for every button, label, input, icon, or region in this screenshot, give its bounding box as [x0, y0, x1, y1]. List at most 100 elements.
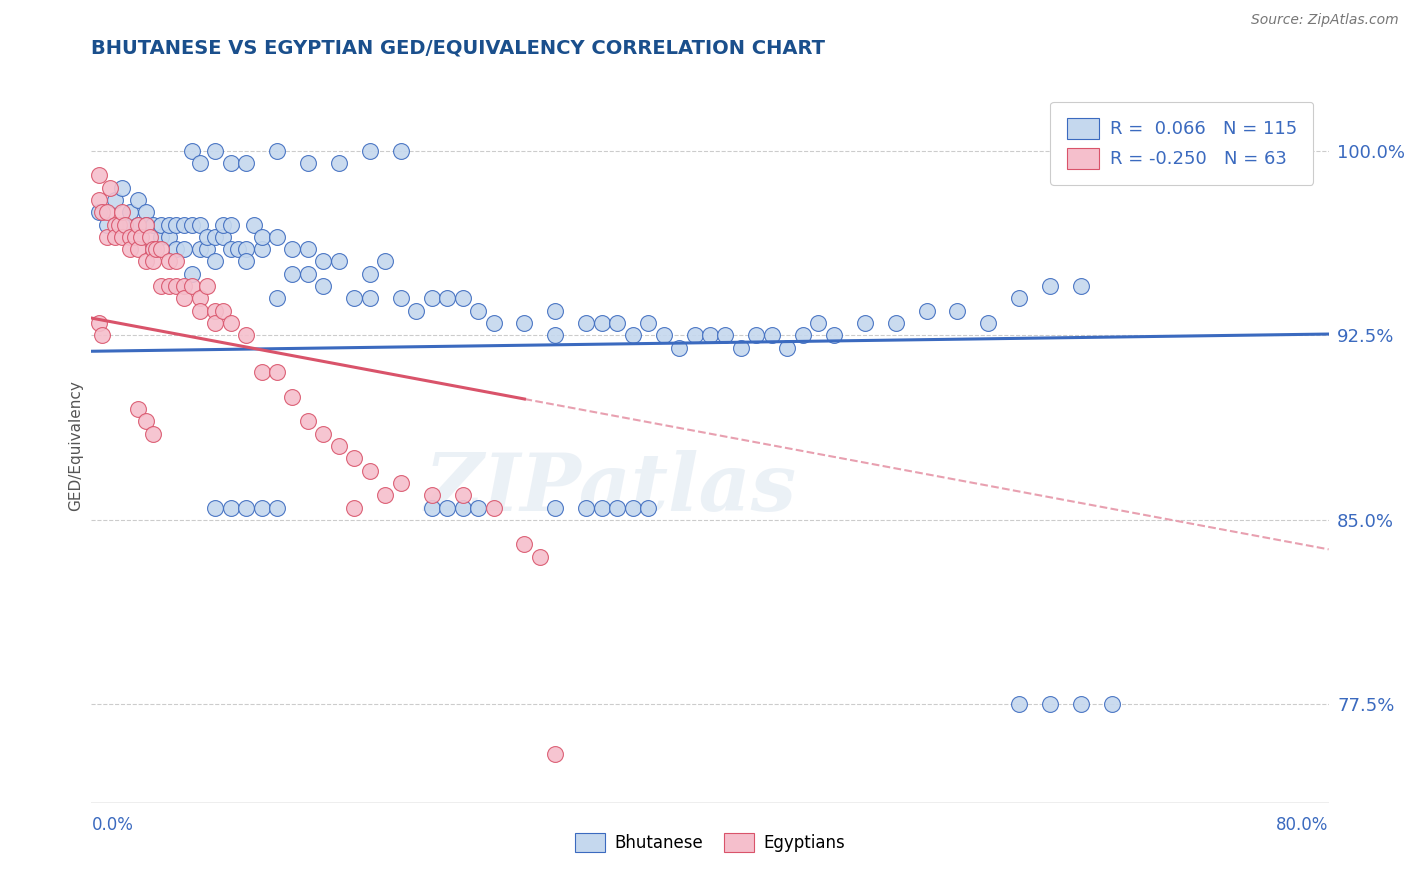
Point	[87, 316, 111, 330]
Point	[157, 218, 180, 232]
Point	[235, 254, 257, 268]
Point	[204, 316, 226, 330]
Text: Source: ZipAtlas.com: Source: ZipAtlas.com	[1251, 13, 1399, 28]
Point	[343, 451, 366, 466]
Point	[235, 328, 257, 343]
Point	[544, 303, 567, 318]
Text: 0.0%: 0.0%	[91, 816, 134, 834]
Point	[544, 747, 567, 761]
Point	[359, 267, 381, 281]
Point	[328, 156, 350, 170]
Point	[87, 169, 111, 183]
Point	[621, 328, 644, 343]
Point	[853, 316, 876, 330]
Point	[544, 500, 567, 515]
Point	[405, 303, 427, 318]
Point	[166, 218, 188, 232]
Point	[188, 156, 211, 170]
Point	[114, 218, 136, 232]
Point	[389, 475, 412, 490]
Point	[1039, 279, 1062, 293]
Point	[166, 279, 188, 293]
Y-axis label: GED/Equivalency: GED/Equivalency	[67, 381, 83, 511]
Point	[127, 218, 149, 232]
Point	[792, 328, 814, 343]
Point	[188, 242, 211, 256]
Point	[637, 500, 659, 515]
Point	[266, 500, 288, 515]
Point	[328, 254, 350, 268]
Point	[359, 144, 381, 158]
Point	[297, 242, 319, 256]
Point	[312, 426, 335, 441]
Point	[807, 316, 830, 330]
Point	[96, 230, 118, 244]
Point	[312, 279, 335, 293]
Point	[91, 205, 114, 219]
Point	[482, 316, 505, 330]
Point	[127, 242, 149, 256]
Point	[575, 316, 598, 330]
Point	[266, 365, 288, 379]
Point	[451, 488, 474, 502]
Point	[513, 316, 536, 330]
Point	[180, 279, 202, 293]
Point	[652, 328, 675, 343]
Point	[451, 500, 474, 515]
Point	[150, 242, 172, 256]
Point	[98, 180, 121, 194]
Point	[513, 537, 536, 551]
Point	[135, 254, 157, 268]
Point	[96, 218, 118, 232]
Point	[420, 500, 443, 515]
Point	[135, 218, 157, 232]
Point	[104, 193, 127, 207]
Point	[312, 254, 335, 268]
Point	[142, 242, 165, 256]
Point	[173, 279, 195, 293]
Point	[467, 500, 489, 515]
Point	[150, 279, 172, 293]
Point	[683, 328, 706, 343]
Point	[87, 205, 111, 219]
Point	[606, 316, 628, 330]
Point	[166, 254, 188, 268]
Point	[104, 218, 127, 232]
Point	[91, 328, 114, 343]
Point	[359, 291, 381, 305]
Point	[436, 291, 458, 305]
Point	[204, 254, 226, 268]
Point	[188, 303, 211, 318]
Point	[250, 230, 273, 244]
Point	[250, 365, 273, 379]
Point	[104, 230, 127, 244]
Point	[745, 328, 768, 343]
Point	[127, 402, 149, 417]
Point	[135, 218, 157, 232]
Point	[211, 218, 233, 232]
Point	[328, 439, 350, 453]
Point	[420, 488, 443, 502]
Point	[173, 218, 195, 232]
Point	[235, 500, 257, 515]
Point	[776, 341, 799, 355]
Point	[1039, 698, 1062, 712]
Point	[157, 230, 180, 244]
Point	[142, 218, 165, 232]
Point	[124, 230, 146, 244]
Point	[219, 316, 242, 330]
Point	[606, 500, 628, 515]
Point	[467, 303, 489, 318]
Point	[127, 193, 149, 207]
Point	[823, 328, 845, 343]
Point	[135, 205, 157, 219]
Point	[142, 426, 165, 441]
Point	[591, 500, 613, 515]
Point	[575, 500, 598, 515]
Point	[343, 291, 366, 305]
Point	[544, 328, 567, 343]
Point	[266, 291, 288, 305]
Point	[529, 549, 551, 564]
Text: BHUTANESE VS EGYPTIAN GED/EQUIVALENCY CORRELATION CHART: BHUTANESE VS EGYPTIAN GED/EQUIVALENCY CO…	[91, 39, 825, 58]
Point	[195, 279, 219, 293]
